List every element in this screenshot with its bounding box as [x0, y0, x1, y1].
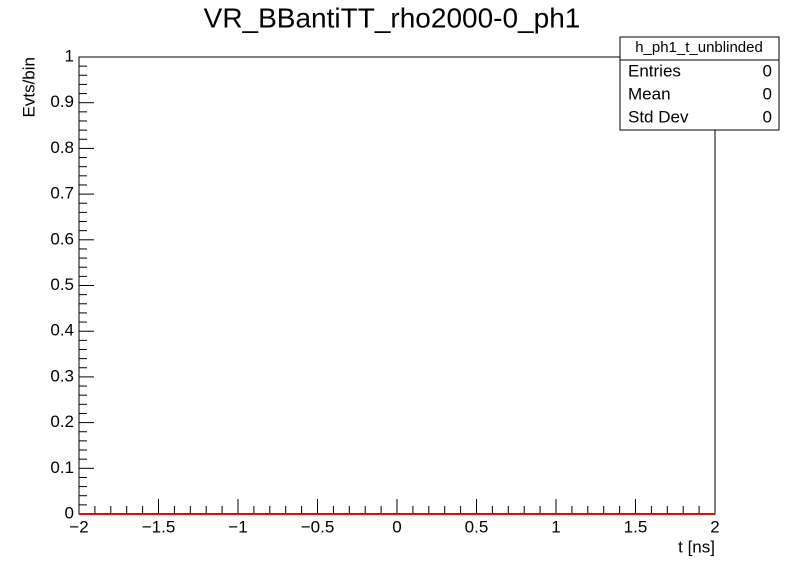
- x-tick-label: 0: [392, 517, 401, 536]
- x-tick-label: 2: [710, 517, 719, 536]
- y-tick-label: 0.4: [50, 321, 74, 340]
- y-tick-label: 0.7: [50, 184, 74, 203]
- stats-value: 0: [763, 84, 772, 103]
- stats-label: Std Dev: [628, 107, 689, 126]
- y-tick-label: 0.8: [50, 138, 74, 157]
- x-tick-label: −1: [228, 517, 247, 536]
- y-tick-label: 0.6: [50, 229, 74, 248]
- x-tick-label: 1.5: [624, 517, 648, 536]
- stats-label: Mean: [628, 84, 671, 103]
- x-tick-label: 0.5: [465, 517, 489, 536]
- y-axis-label: Evts/bin: [19, 57, 38, 117]
- y-tick-label: 0: [65, 503, 74, 522]
- stats-frame: [619, 36, 780, 131]
- y-tick-label: 0.5: [50, 275, 74, 294]
- x-tick-label: −0.5: [301, 517, 335, 536]
- y-tick-label: 1: [65, 46, 74, 65]
- y-tick-label: 0.1: [50, 458, 74, 477]
- x-tick-label: −1.5: [142, 517, 176, 536]
- y-tick-label: 0.3: [50, 366, 74, 385]
- x-axis-label: t [ns]: [678, 537, 715, 556]
- chart-title: VR_BBantiTT_rho2000-0_ph1: [204, 2, 581, 33]
- x-tick-label: 1: [551, 517, 560, 536]
- y-tick-label: 0.9: [50, 92, 74, 111]
- stats-label: Entries: [628, 61, 681, 80]
- stats-title: h_ph1_t_unblinded: [635, 39, 763, 56]
- x-tick-label: −2: [69, 517, 88, 536]
- stats-value: 0: [763, 61, 772, 80]
- stats-value: 0: [763, 107, 772, 126]
- stats-box: h_ph1_t_unblinded: [619, 36, 780, 131]
- y-tick-label: 0.2: [50, 412, 74, 431]
